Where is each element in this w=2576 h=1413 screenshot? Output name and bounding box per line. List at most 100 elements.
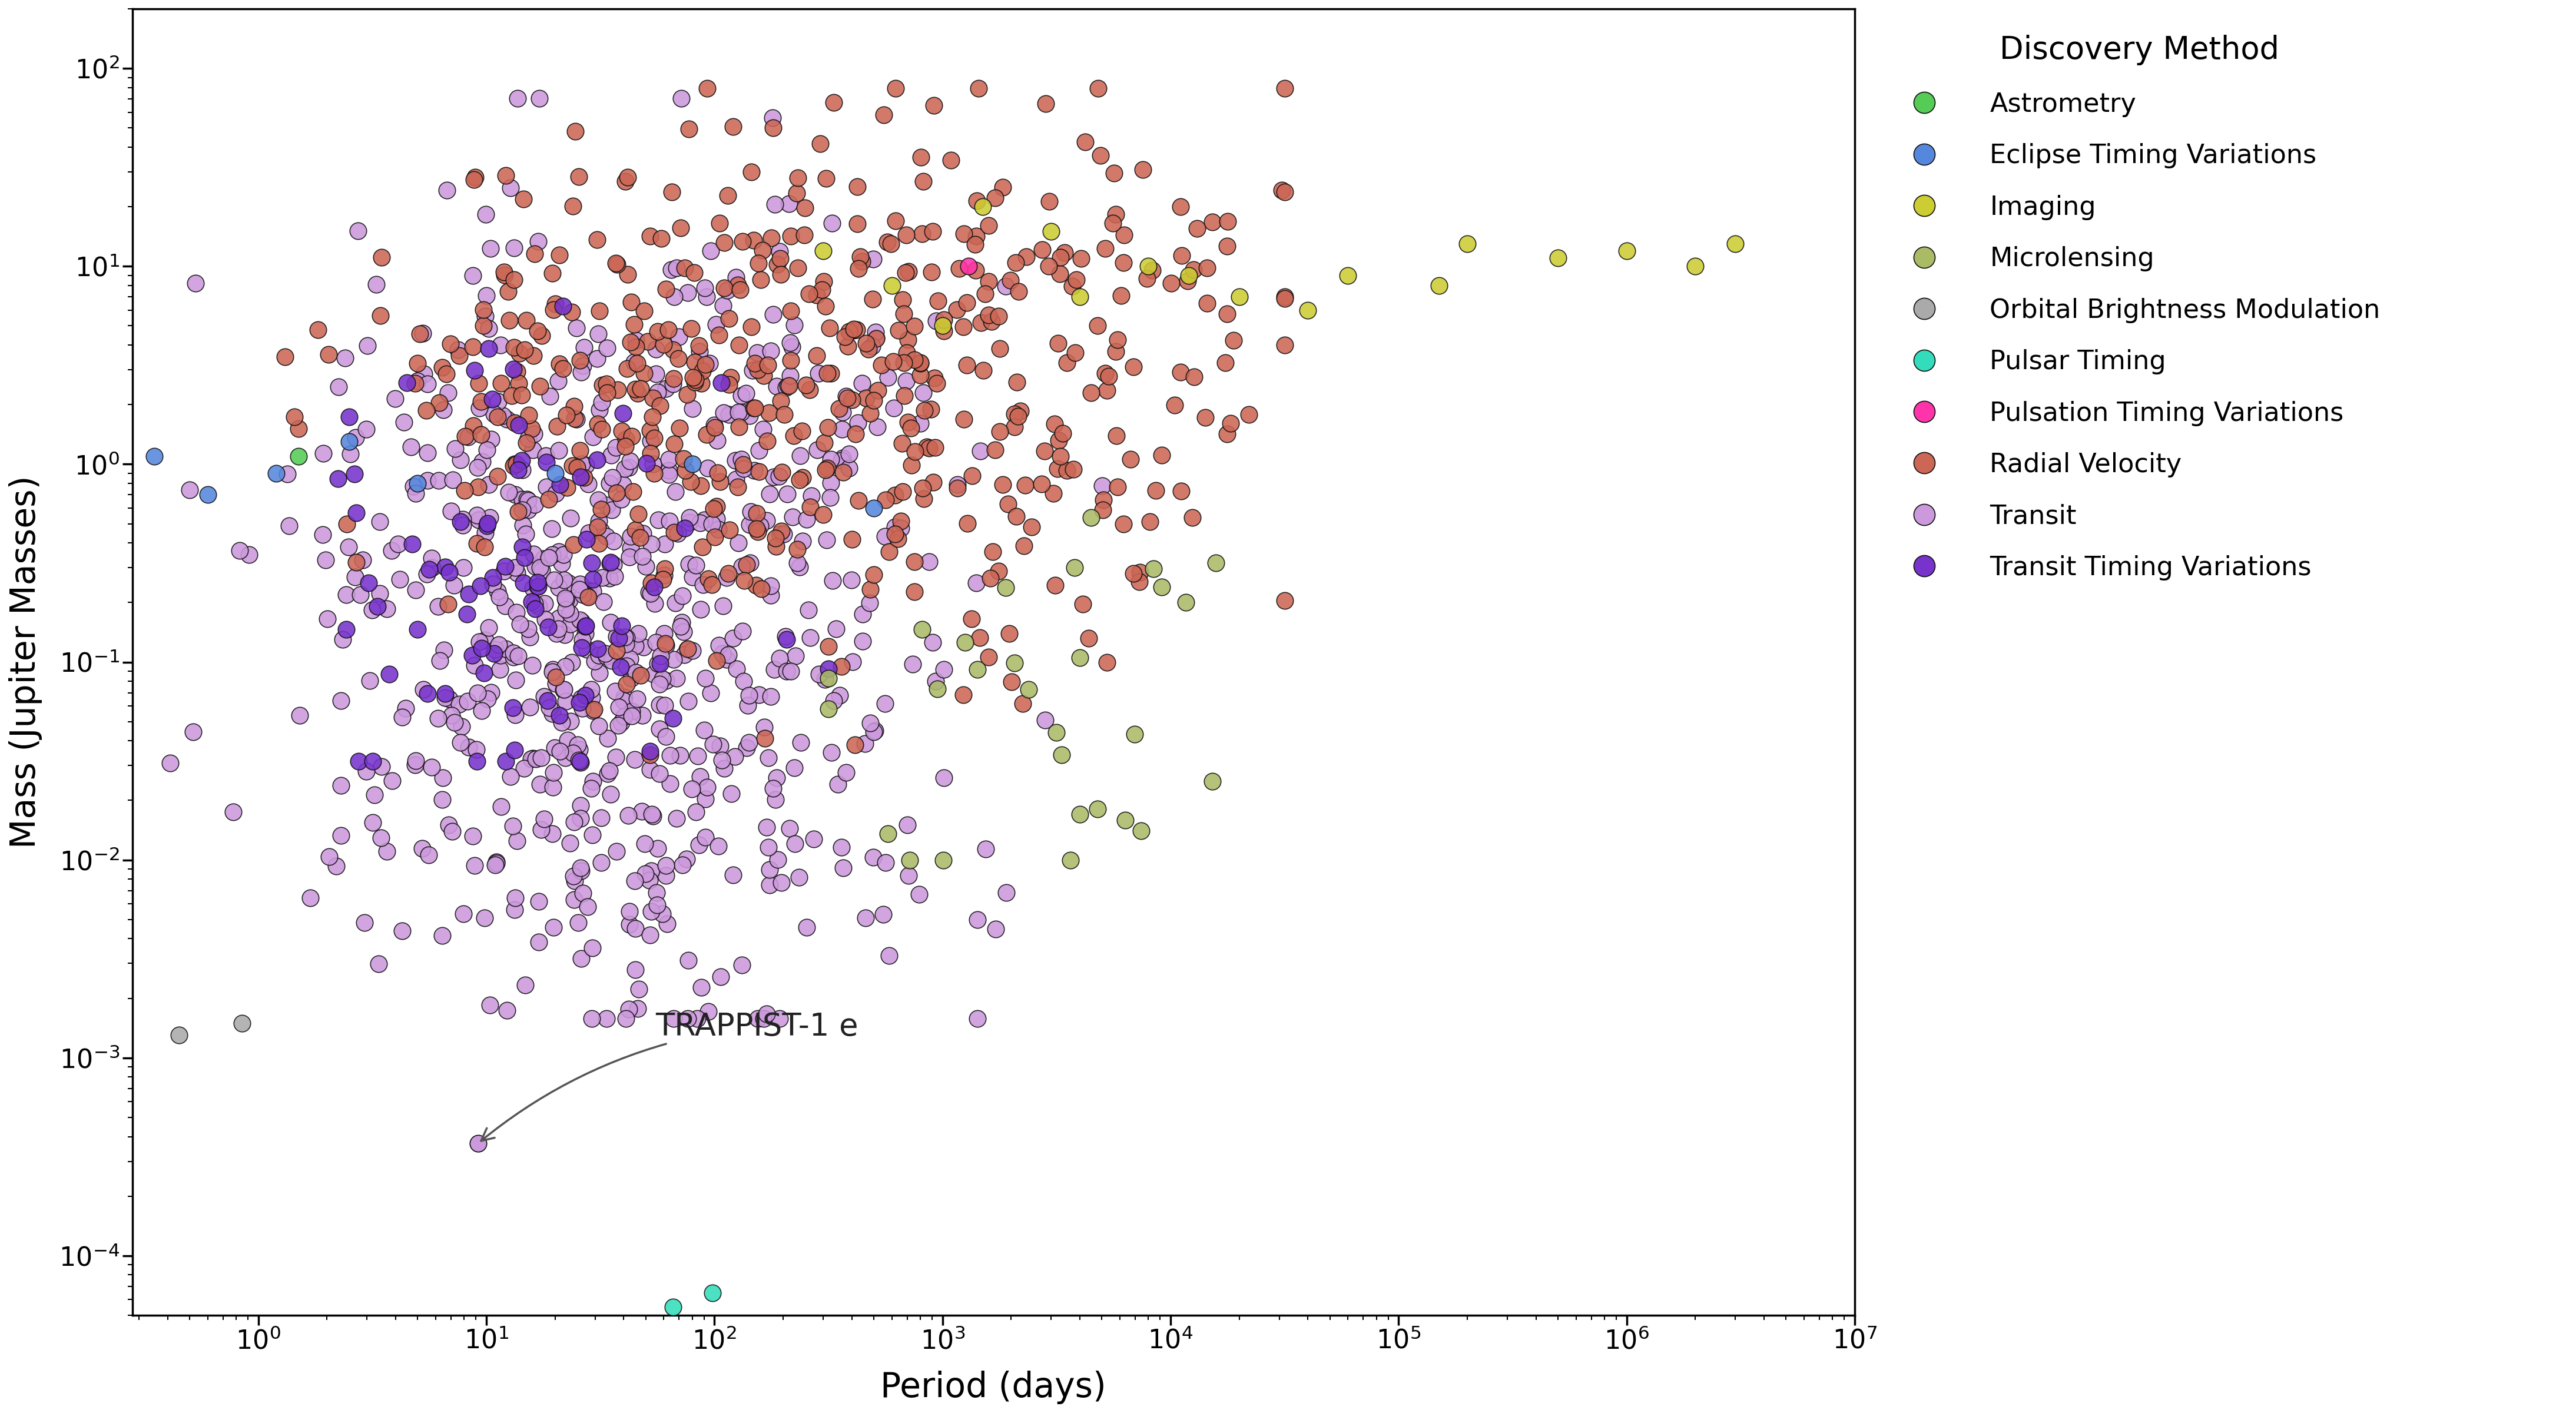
Point: [394, 482, 435, 504]
Point: [716, 274, 757, 297]
Point: [912, 95, 953, 117]
Point: [595, 841, 636, 863]
Point: [502, 757, 544, 780]
Point: [845, 387, 886, 410]
Point: [943, 315, 984, 338]
Point: [510, 626, 551, 649]
Point: [428, 382, 469, 404]
Point: [696, 650, 737, 673]
Point: [484, 637, 526, 660]
Point: [680, 598, 721, 620]
Point: [433, 468, 474, 490]
Point: [680, 512, 721, 534]
Point: [644, 623, 685, 646]
Point: [647, 865, 688, 887]
Point: [317, 468, 358, 490]
Point: [422, 767, 464, 790]
Point: [526, 451, 567, 473]
Point: [587, 495, 629, 517]
Point: [644, 533, 685, 555]
Point: [1167, 264, 1208, 287]
Point: [634, 592, 675, 615]
Point: [474, 642, 515, 664]
Point: [613, 312, 654, 335]
Point: [394, 749, 435, 771]
Point: [582, 567, 623, 589]
Point: [835, 422, 876, 445]
Point: [520, 560, 562, 582]
Point: [703, 232, 744, 254]
Point: [513, 577, 554, 599]
Point: [675, 370, 716, 393]
Point: [750, 339, 791, 362]
Point: [969, 304, 1010, 326]
Point: [786, 374, 827, 397]
Point: [513, 747, 554, 770]
Point: [559, 749, 600, 771]
Point: [528, 386, 569, 408]
Point: [665, 256, 706, 278]
Point: [366, 839, 407, 862]
Point: [670, 506, 711, 528]
Point: [644, 632, 685, 654]
Point: [629, 757, 670, 780]
Point: [765, 376, 806, 398]
Point: [855, 321, 896, 343]
Point: [817, 773, 858, 796]
Point: [1033, 413, 1074, 435]
Point: [1041, 246, 1082, 268]
Point: [708, 184, 750, 206]
Point: [590, 783, 631, 805]
Point: [1046, 352, 1087, 374]
Point: [912, 220, 953, 243]
Point: [520, 746, 562, 769]
Point: [1084, 237, 1126, 260]
Point: [904, 487, 945, 510]
Point: [577, 489, 618, 512]
Point: [1159, 360, 1200, 383]
Point: [520, 325, 562, 348]
Point: [672, 366, 714, 389]
Point: [605, 626, 647, 649]
Point: [502, 188, 544, 211]
Point: [278, 445, 319, 468]
Point: [842, 630, 884, 653]
Point: [822, 856, 863, 879]
Point: [1084, 362, 1126, 384]
Point: [595, 746, 636, 769]
Point: [837, 212, 878, 235]
Point: [1059, 285, 1100, 308]
Point: [914, 670, 956, 692]
Point: [631, 452, 672, 475]
Point: [459, 476, 500, 499]
Point: [551, 455, 592, 478]
Point: [487, 280, 528, 302]
Point: [943, 408, 984, 431]
Point: [541, 711, 582, 733]
Point: [860, 353, 902, 376]
Point: [546, 588, 587, 610]
Point: [649, 745, 690, 767]
Point: [652, 372, 693, 394]
Point: [773, 424, 814, 447]
Point: [1020, 473, 1061, 496]
Point: [544, 678, 585, 701]
Point: [502, 487, 544, 510]
Point: [381, 920, 422, 942]
Point: [538, 606, 580, 629]
Point: [608, 900, 649, 923]
Point: [623, 832, 665, 855]
Point: [567, 637, 608, 660]
Point: [562, 859, 603, 882]
Point: [775, 832, 817, 855]
Point: [505, 339, 546, 362]
Point: [734, 459, 775, 482]
Point: [1419, 274, 1461, 297]
Point: [1054, 342, 1095, 365]
Point: [855, 328, 896, 350]
Point: [639, 673, 680, 695]
Point: [945, 355, 987, 377]
Point: [518, 595, 559, 617]
Point: [683, 719, 724, 742]
Point: [894, 315, 935, 338]
